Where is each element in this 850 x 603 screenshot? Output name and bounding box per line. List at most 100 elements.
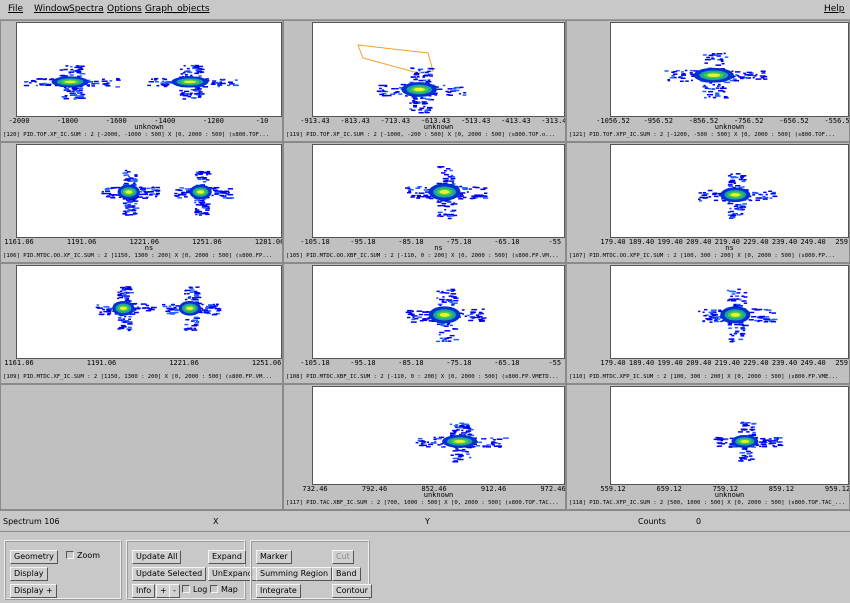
count-pixel <box>727 184 733 186</box>
count-pixel <box>773 445 778 448</box>
count-pixel <box>175 305 180 307</box>
count-pixel <box>416 197 421 199</box>
spectrum-panel[interactable]: -2000 -1800 -1600 -1400 -1200 -10 unknown [120]… <box>0 20 283 142</box>
count-pixel <box>443 205 449 208</box>
count-pixel <box>195 286 200 288</box>
count-pixel <box>479 320 485 322</box>
update-selected-button[interactable]: Update Selected <box>132 567 207 581</box>
count-pixel <box>689 72 693 74</box>
count-pixel <box>719 57 723 60</box>
count-pixel <box>212 303 216 306</box>
minus-button[interactable]: - <box>169 584 180 598</box>
count-pixel <box>426 197 431 199</box>
spectrum-panel[interactable]: 732.46 792.46 852.46 912.46 972.46 unknown [11… <box>283 384 566 510</box>
menu-item[interactable]: File <box>8 4 24 14</box>
cut-button[interactable]: Cut <box>332 550 354 564</box>
band-button[interactable]: Band <box>332 567 361 581</box>
count-pixel <box>110 194 117 196</box>
count-pixel <box>180 73 184 75</box>
count-pixel <box>418 69 421 72</box>
count-pixel <box>119 286 126 289</box>
expand-button[interactable]: Expand <box>208 550 246 564</box>
count-pixel <box>740 458 743 461</box>
menu-item[interactable]: Graph_objects <box>145 4 210 14</box>
count-pixel <box>413 101 418 103</box>
count-pixel <box>743 302 748 304</box>
count-pixel <box>425 98 432 100</box>
integrate-button[interactable]: Integrate <box>256 584 301 598</box>
count-pixel <box>716 445 720 448</box>
count-pixel <box>69 92 75 94</box>
count-pixel <box>740 334 744 336</box>
count-pixel <box>123 210 127 213</box>
count-pixel <box>103 306 110 308</box>
map-checkbox[interactable]: Map <box>210 585 238 594</box>
count-pixel <box>421 319 428 322</box>
spectrum-panel[interactable]: 1161.06 1191.06 1221.06 1251.06 1281.06 ns [10… <box>0 142 283 263</box>
count-pixel <box>762 439 769 441</box>
info-button[interactable]: Info <box>132 584 156 598</box>
count-pixel <box>145 304 150 307</box>
zoom-checkbox[interactable]: Zoom <box>66 551 100 560</box>
count-pixel <box>475 314 480 316</box>
count-pixel <box>710 317 716 319</box>
count-pixel <box>744 456 749 458</box>
menu-item[interactable]: Window <box>34 4 70 14</box>
count-pixel <box>194 66 200 69</box>
menu-item[interactable]: Spectra <box>69 4 104 14</box>
count-pixel <box>740 428 747 430</box>
contour-button[interactable]: Contour <box>332 584 372 598</box>
spectrum-panel[interactable]: -1056.52 -956.52 -856.52 -756.52 -656.52 -556… <box>566 20 850 142</box>
count-pixel <box>174 309 180 312</box>
spectrum-panel[interactable]: -913.43 -813.43 -713.43 -613.43 -513.43 -413.… <box>283 20 566 142</box>
count-pixel <box>120 324 126 327</box>
count-pixel <box>747 74 754 76</box>
count-pixel <box>121 321 125 323</box>
menu-item[interactable]: Options <box>107 4 142 14</box>
spectrum-panel[interactable]: 179.40 189.40 199.40 209.40 219.40 229.40 239.… <box>566 263 850 384</box>
summing-region-button[interactable]: Summing Region <box>256 567 333 581</box>
update-all-button[interactable]: Update All <box>132 550 182 564</box>
spectrum-panel[interactable]: 559.12 659.12 759.12 859.12 959.12 unknown [11… <box>566 384 850 510</box>
count-pixel <box>226 84 231 87</box>
count-pixel <box>485 446 492 448</box>
spectrum-panel[interactable]: 1161.06 1191.06 1221.06 1251.06 [109] PID.MT… <box>0 263 283 384</box>
log-checkbox[interactable]: Log <box>182 585 207 594</box>
geometry-button[interactable]: Geometry <box>10 550 58 564</box>
count-pixel <box>149 190 154 193</box>
count-pixel <box>407 191 412 194</box>
count-pixel <box>441 301 447 303</box>
count-pixel <box>95 306 100 309</box>
x-tick-label: -105.18 <box>300 359 330 367</box>
count-pixel <box>764 319 767 321</box>
count-pixel <box>91 83 96 85</box>
count-pixel <box>195 209 200 211</box>
count-pixel <box>742 325 745 327</box>
count-pixel <box>436 290 440 293</box>
spectrum-panel[interactable]: -105.18 -95.18 -85.18 -75.18 -65.18 -55 [108] … <box>283 263 566 384</box>
marker-button[interactable]: Marker <box>256 550 292 564</box>
count-pixel <box>187 71 193 74</box>
spectrum-panel[interactable]: 179.40 189.40 199.40 209.40 219.40 229.40 239.… <box>566 142 850 263</box>
count-pixel <box>452 460 459 463</box>
count-pixel <box>453 338 460 341</box>
count-pixel <box>737 298 740 300</box>
count-pixel <box>128 300 132 302</box>
count-pixel <box>734 323 740 326</box>
display-button[interactable]: Display <box>10 567 48 581</box>
count-pixel <box>122 318 126 320</box>
count-pixel <box>429 75 434 77</box>
count-pixel <box>738 322 744 324</box>
count-pixel <box>131 178 137 180</box>
spectrum-panel[interactable]: -105.18 -95.18 -85.18 -75.18 -65.18 -55 ns [105… <box>283 142 566 263</box>
count-pixel <box>198 214 202 216</box>
display-plus-button[interactable]: Display + <box>10 584 57 598</box>
count-pixel <box>195 298 199 301</box>
count-pixel <box>707 93 713 96</box>
count-pixel <box>196 68 203 70</box>
count-pixel <box>200 176 205 179</box>
menu-item[interactable]: Help <box>824 4 845 14</box>
count-pixel <box>733 332 737 335</box>
count-pixel <box>724 81 731 84</box>
count-pixel <box>101 190 104 193</box>
